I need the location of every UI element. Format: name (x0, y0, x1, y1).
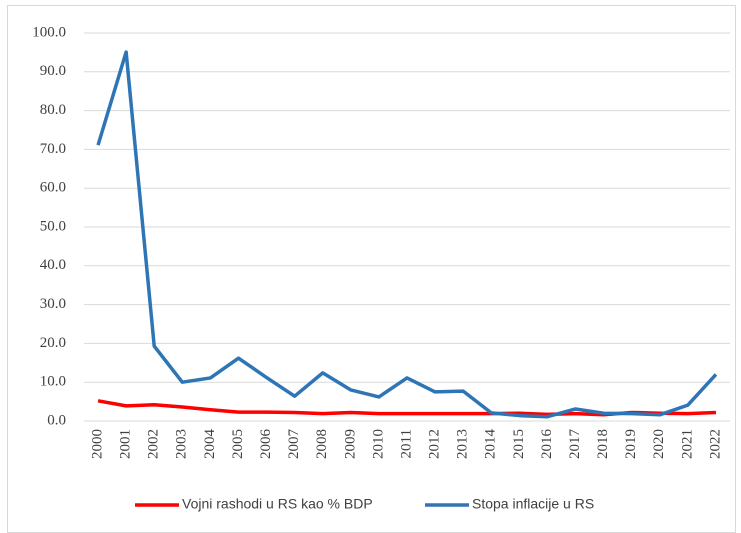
y-tick-label: 60.0 (40, 180, 66, 196)
x-tick-label: 2001 (118, 429, 134, 459)
x-tick-label: 2015 (511, 429, 527, 459)
x-tick-label: 2000 (89, 429, 105, 459)
x-tick-label: 2004 (202, 429, 218, 460)
y-tick-label: 20.0 (40, 335, 66, 351)
y-tick-label: 10.0 (40, 374, 66, 390)
x-tick-label: 2008 (314, 429, 330, 459)
x-tick-label: 2018 (595, 429, 611, 459)
x-tick-label: 2011 (398, 429, 414, 458)
y-tick-label: 30.0 (40, 296, 66, 312)
x-tick-label: 2014 (483, 429, 499, 460)
y-tick-label: 40.0 (40, 257, 66, 273)
y-tick-label: 70.0 (40, 141, 66, 157)
x-tick-label: 2019 (623, 429, 639, 459)
x-tick-label: 2013 (455, 429, 471, 459)
x-tick-label: 2022 (707, 429, 723, 459)
x-tick-label: 2010 (370, 429, 386, 459)
x-tick-label: 2020 (651, 429, 667, 459)
x-tick-label: 2009 (342, 429, 358, 459)
x-tick-label: 2021 (679, 429, 695, 459)
y-tick-label: 100.0 (32, 24, 66, 40)
x-tick-label: 2002 (146, 429, 162, 459)
y-tick-label: 90.0 (40, 63, 66, 79)
x-tick-label: 2016 (539, 429, 555, 460)
series-line (96, 50, 718, 419)
y-tick-label: 0.0 (47, 412, 66, 428)
legend-label: Stopa inflacije u RS (472, 496, 594, 512)
x-tick-label: 2017 (567, 429, 583, 460)
y-tick-label: 50.0 (40, 218, 66, 234)
x-tick-label: 2012 (427, 429, 443, 459)
legend-label: Vojni rashodi u RS kao % BDP (182, 496, 373, 512)
x-tick-label: 2006 (258, 429, 274, 460)
x-tick-label: 2007 (286, 429, 302, 460)
x-tick-label: 2003 (174, 429, 190, 459)
x-tick-label: 2005 (230, 429, 246, 459)
y-tick-label: 80.0 (40, 102, 66, 118)
